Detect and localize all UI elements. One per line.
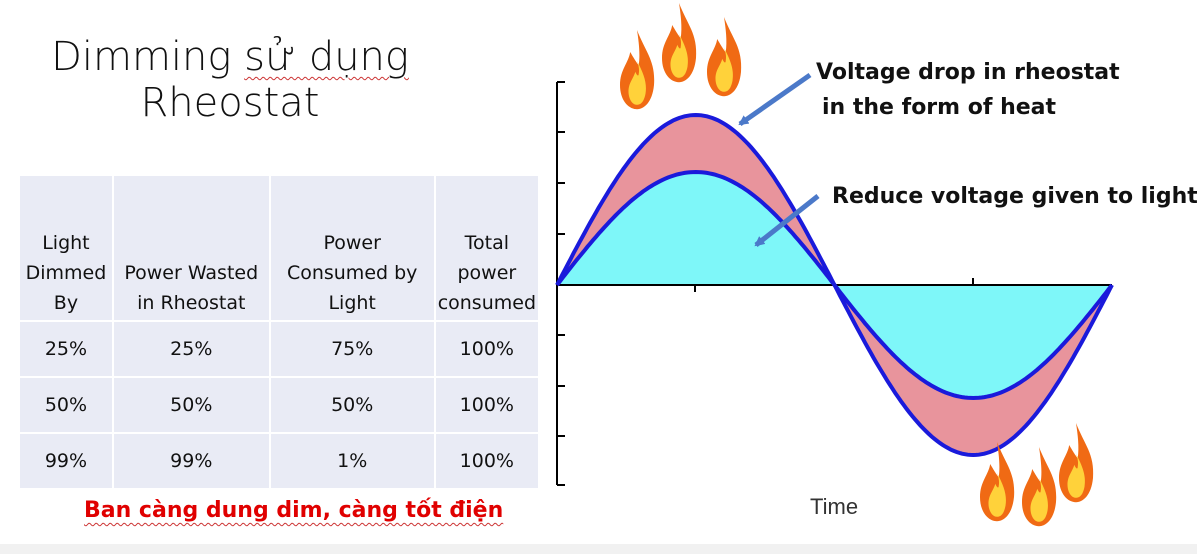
inner-wave bbox=[555, 169, 1114, 401]
flame-icon bbox=[707, 16, 742, 97]
table-cell: 100% bbox=[435, 434, 538, 488]
table-header-row: Light Dimmed By Power Wasted in Rheostat… bbox=[20, 176, 538, 320]
table-cell: 50% bbox=[270, 378, 434, 432]
y-axis-ticks bbox=[557, 81, 565, 486]
heat-annotation-line2: in the form of heat bbox=[822, 95, 1057, 120]
rheostat-table: Light Dimmed By Power Wasted in Rheostat… bbox=[18, 174, 540, 490]
wave-layer bbox=[555, 112, 1114, 458]
flame-icon bbox=[662, 2, 697, 83]
table-cell: 50% bbox=[113, 378, 269, 432]
light-arrow bbox=[754, 194, 820, 247]
heat-annotation-line1: Voltage drop in rheostat bbox=[816, 60, 1120, 85]
table-cell: 1% bbox=[270, 434, 434, 488]
header-light-dimmed: Light Dimmed By bbox=[20, 176, 112, 320]
table-row: 25% 25% 75% 100% bbox=[20, 322, 538, 376]
header-power-wasted: Power Wasted in Rheostat bbox=[113, 176, 269, 320]
flame-icon bbox=[1059, 423, 1094, 503]
table-row: 50% 50% 50% 100% bbox=[20, 378, 538, 432]
slide-title: Dimming sử dụng Rheostat bbox=[40, 34, 420, 126]
title-vietnamese: sử dụng bbox=[244, 34, 409, 80]
header-power-consumed: Power Consumed by Light bbox=[270, 176, 434, 320]
table-cell: 25% bbox=[20, 322, 112, 376]
light-annotation: Reduce voltage given to light bbox=[832, 184, 1197, 209]
bottom-note: Ban càng dung dim, càng tốt điện bbox=[84, 498, 503, 523]
table-cell: 100% bbox=[435, 378, 538, 432]
time-axis-label: Time bbox=[810, 494, 858, 519]
table-cell: 75% bbox=[270, 322, 434, 376]
table-row: 99% 99% 1% 100% bbox=[20, 434, 538, 488]
title-line2: Rheostat bbox=[140, 80, 320, 126]
table-cell: 25% bbox=[113, 322, 269, 376]
heat-arrow bbox=[738, 72, 812, 127]
flame-icon bbox=[1022, 447, 1057, 527]
note-text: Ban càng dung dim, càng tốt điện bbox=[84, 498, 504, 523]
table-cell: 100% bbox=[435, 322, 538, 376]
table-cell: 99% bbox=[113, 434, 269, 488]
table-cell: 50% bbox=[20, 378, 112, 432]
header-total-power: Total power consumed bbox=[435, 176, 538, 320]
table-cell: 99% bbox=[20, 434, 112, 488]
title-prefix: Dimming bbox=[51, 34, 245, 80]
flame-icon bbox=[620, 29, 655, 110]
footer-band bbox=[0, 544, 1197, 554]
